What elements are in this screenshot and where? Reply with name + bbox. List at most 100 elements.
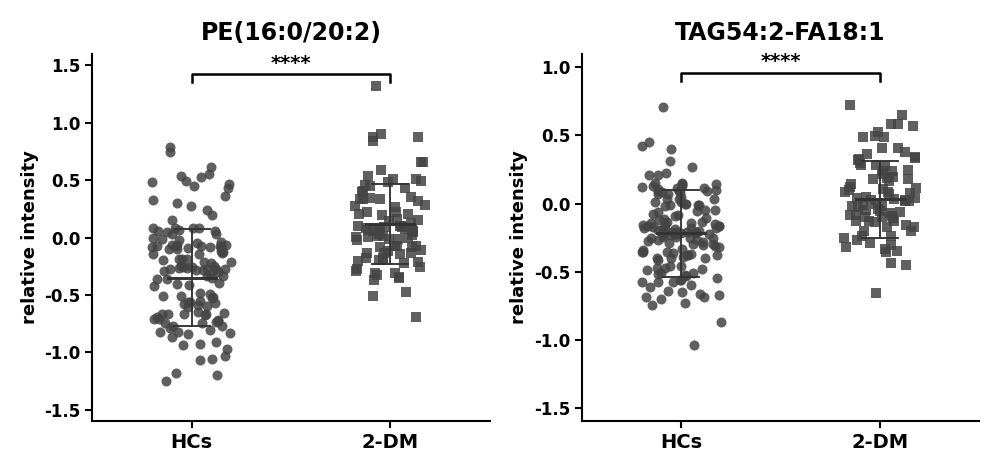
Point [650,270,666,278]
Point [180,298,196,306]
Point [211,280,227,287]
Point [410,197,426,205]
Text: ****: **** [760,53,801,71]
Point [640,222,656,229]
Point [874,203,890,210]
Point [146,282,162,289]
Point [349,265,365,273]
Point [667,230,683,237]
Point [907,154,923,162]
Point [686,342,702,349]
Point [862,239,878,246]
Point [902,189,918,197]
Point [404,232,420,239]
Point [205,293,221,300]
Point [207,228,223,235]
Point [863,196,879,204]
Point [381,236,397,243]
Point [650,256,666,263]
Point [638,293,654,301]
Point [146,315,162,323]
Point [842,101,858,109]
Point [174,255,190,263]
Point [655,225,671,233]
Point [162,265,178,272]
Point [392,222,408,229]
Point [354,188,370,196]
Point [650,187,666,195]
Point [659,218,675,226]
Point [169,245,185,252]
Title: PE(16:0/20:2): PE(16:0/20:2) [201,21,382,45]
Point [665,279,681,286]
Point [907,194,923,202]
Point [643,235,659,242]
Point [699,187,715,194]
Point [367,270,383,277]
Point [673,262,689,269]
Point [208,338,224,346]
Point [176,300,192,307]
Point [663,231,679,239]
Point [656,215,672,222]
Point [647,179,663,187]
Point [376,224,392,231]
Point [217,192,233,200]
Point [162,148,178,156]
Point [190,308,206,316]
Point [186,182,202,190]
Point [176,311,192,318]
Point [188,266,204,274]
Point [711,291,727,298]
Point [868,161,884,169]
Point [155,293,171,300]
Point [868,200,884,208]
Point [173,263,189,270]
Point [152,329,168,336]
Point [213,247,229,254]
Point [195,266,211,273]
Point [906,224,922,231]
Point [351,210,367,218]
Point [872,208,888,215]
Point [695,238,711,245]
Point [692,291,708,298]
Point [645,223,661,231]
Point [410,133,426,140]
Point [679,252,695,259]
Point [192,297,208,305]
Point [653,295,669,302]
Point [641,171,657,179]
Point [640,237,656,245]
Point [651,216,667,224]
Point [371,230,387,237]
Point [387,203,403,210]
Point [194,319,210,327]
Point [168,369,184,377]
Point [879,175,895,182]
Point [885,173,901,180]
Point [373,130,389,137]
Point [192,289,208,297]
Point [396,259,412,266]
Point [357,181,373,188]
Point [360,226,376,234]
Point [165,322,181,330]
Point [161,245,177,253]
Point [167,224,183,232]
Point [673,229,689,236]
Point [374,211,390,219]
Point [220,184,236,192]
Point [645,210,661,218]
Point [408,175,424,183]
Point [868,289,884,297]
Point [667,225,683,233]
Point [878,248,894,255]
Point [850,156,866,164]
Point [635,248,651,256]
Point [190,301,206,309]
Point [851,155,867,163]
Point [170,328,186,335]
Point [390,235,406,243]
Point [679,228,695,236]
